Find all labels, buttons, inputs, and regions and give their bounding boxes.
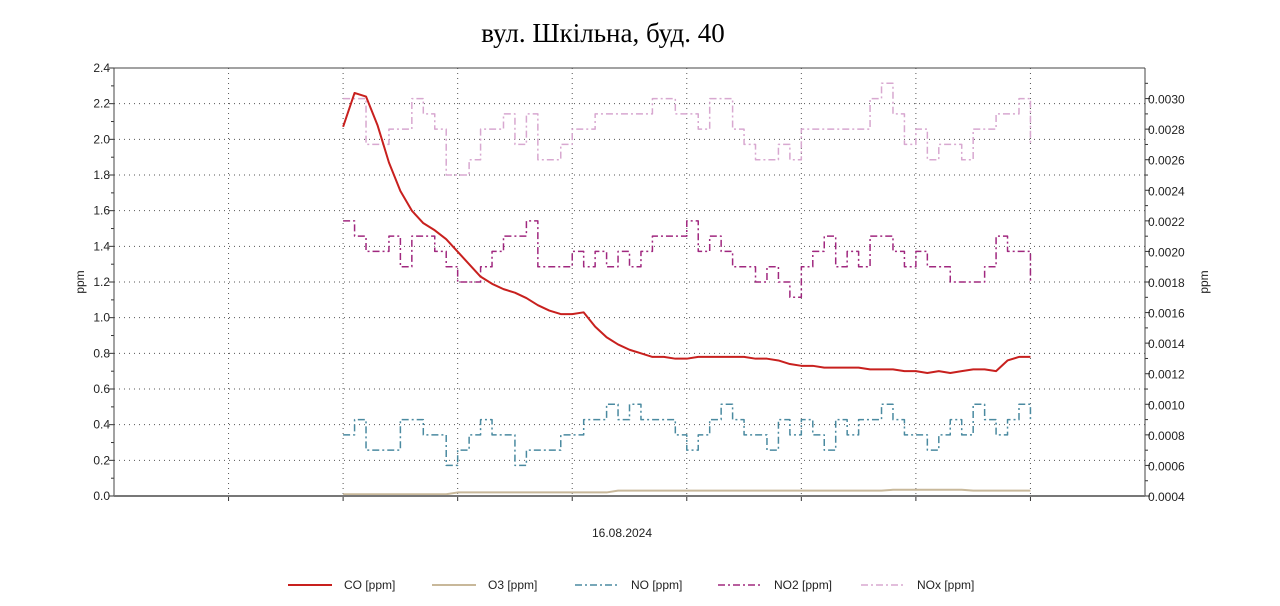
y-tick-label-right: 0.0016 (1148, 307, 1185, 321)
legend-label: NO [ppm] (631, 578, 683, 592)
y-tick-label-left: 0.0 (93, 489, 110, 503)
y-tick-label-right: 0.0012 (1148, 368, 1185, 382)
y-tick-label-left: 1.0 (93, 311, 110, 325)
y-tick-label-left: 1.2 (93, 275, 110, 289)
y-tick-label-right: 0.0030 (1148, 93, 1185, 107)
y-tick-label-left: 2.2 (93, 97, 110, 111)
y-tick-label-right: 0.0008 (1148, 429, 1185, 443)
legend-swatch (288, 584, 332, 586)
series-line-nox (343, 82, 1032, 176)
y-tick-label-right: 0.0006 (1148, 459, 1185, 473)
legend-item-o3: O3 [ppm] (432, 578, 537, 592)
y-tick-label-right: 0.0018 (1148, 276, 1185, 290)
legend-item-no: NO [ppm] (575, 578, 682, 592)
legend: CO [ppm] O3 [ppm] NO [ppm] NO2 [ppm] NOx… (0, 578, 1280, 598)
y-tick-label-left: 0.4 (93, 418, 110, 432)
series-line-no (343, 403, 1032, 467)
y-axis-label-left: ppm (73, 270, 87, 293)
y-tick-label-right: 0.0004 (1148, 490, 1185, 504)
y-tick-label-right: 0.0028 (1148, 123, 1185, 137)
legend-label: NO2 [ppm] (774, 578, 833, 592)
legend-item-nox: NOx [ppm] (861, 578, 974, 592)
series-line-o3 (343, 488, 1031, 496)
series-line-no2 (343, 220, 1032, 299)
gridlines (114, 68, 1145, 496)
chart-title: вул. Шкільна, буд. 40 (481, 18, 725, 48)
series-line-co (342, 91, 1031, 374)
y-tick-label-left: 2.0 (93, 132, 110, 146)
legend-label: CO [ppm] (344, 578, 396, 592)
y-axis-label-right: ppm (1197, 270, 1211, 293)
legend-item-co: CO [ppm] (288, 578, 395, 592)
y-tick-label-left: 2.4 (93, 61, 110, 75)
axes: 0.0 0.2 0.4 0.6 0.8 1.0 1.2 1.4 1.6 1.8 2.0 2.2 2.4 0… (93, 61, 1185, 504)
legend-swatch (575, 584, 619, 586)
y-tick-label-right: 0.0026 (1148, 154, 1185, 168)
y-tick-label-left: 0.2 (93, 453, 110, 467)
legend-label: O3 [ppm] (488, 578, 538, 592)
y-tick-label-left: 0.6 (93, 382, 110, 396)
y-tick-label-right: 0.0024 (1148, 184, 1185, 198)
y-tick-label-right: 0.0020 (1148, 245, 1185, 259)
legend-swatch (432, 584, 476, 586)
y-tick-label-left: 1.4 (93, 239, 110, 253)
y-tick-label-left: 0.8 (93, 346, 110, 360)
legend-item-no2: NO2 [ppm] (718, 578, 832, 592)
y-tick-label-right: 0.0010 (1148, 398, 1185, 412)
legend-swatch (861, 584, 905, 586)
y-tick-label-left: 1.6 (93, 204, 110, 218)
legend-swatch (718, 584, 762, 586)
legend-label: NOx [ppm] (917, 578, 975, 592)
y-tick-label-right: 0.0014 (1148, 337, 1185, 351)
y-tick-label-right: 0.0022 (1148, 215, 1185, 229)
y-tick-label-left: 1.8 (93, 168, 110, 182)
x-axis-label: 16.08.2024 (592, 526, 652, 540)
series-lines (342, 82, 1032, 496)
